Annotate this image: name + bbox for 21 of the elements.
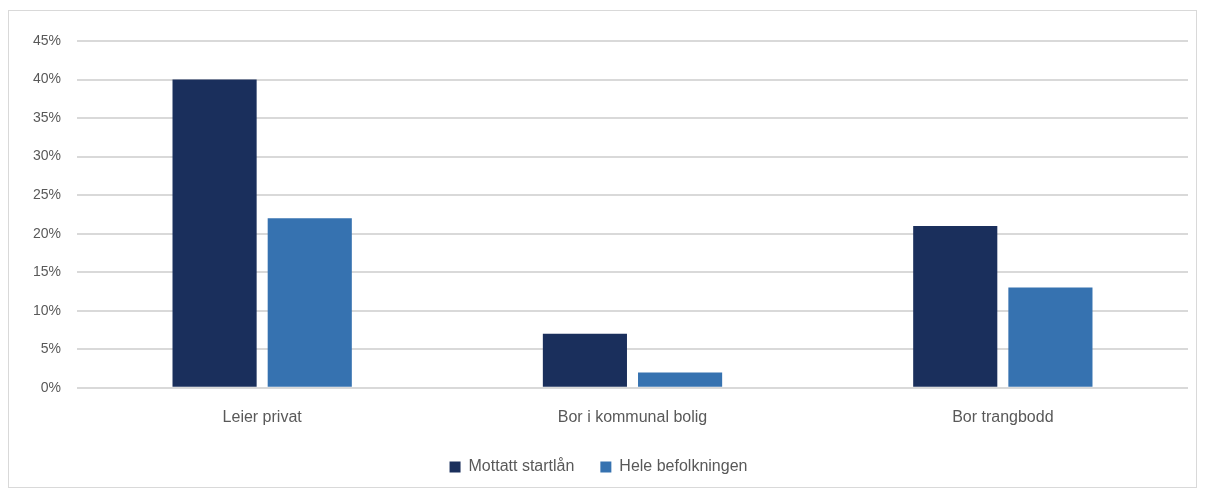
legend-label: Mottatt startlån: [468, 457, 575, 475]
y-tick-label: 15%: [32, 263, 61, 280]
x-tick-label: Bor trangbodd: [952, 407, 1054, 425]
bar: [913, 225, 998, 387]
bar: [638, 372, 723, 387]
y-tick-label: 35%: [32, 108, 61, 125]
legend-label: Hele befolkningen: [619, 457, 748, 475]
y-tick-label: 20%: [32, 224, 61, 241]
y-tick-label: 40%: [32, 70, 61, 87]
bar: [542, 333, 627, 387]
x-tick-label: Leier privat: [222, 407, 303, 425]
bar: [1008, 287, 1093, 387]
y-tick-label: 0%: [40, 378, 61, 395]
bar: [172, 79, 257, 387]
y-tick-label: 10%: [32, 301, 61, 318]
y-tick-label: 45%: [32, 31, 61, 48]
y-tick-label: 30%: [32, 147, 61, 164]
bar: [267, 218, 352, 387]
y-tick-label: 5%: [40, 340, 61, 357]
x-tick-label: Bor i kommunal bolig: [557, 407, 708, 425]
y-tick-label: 25%: [32, 185, 61, 202]
